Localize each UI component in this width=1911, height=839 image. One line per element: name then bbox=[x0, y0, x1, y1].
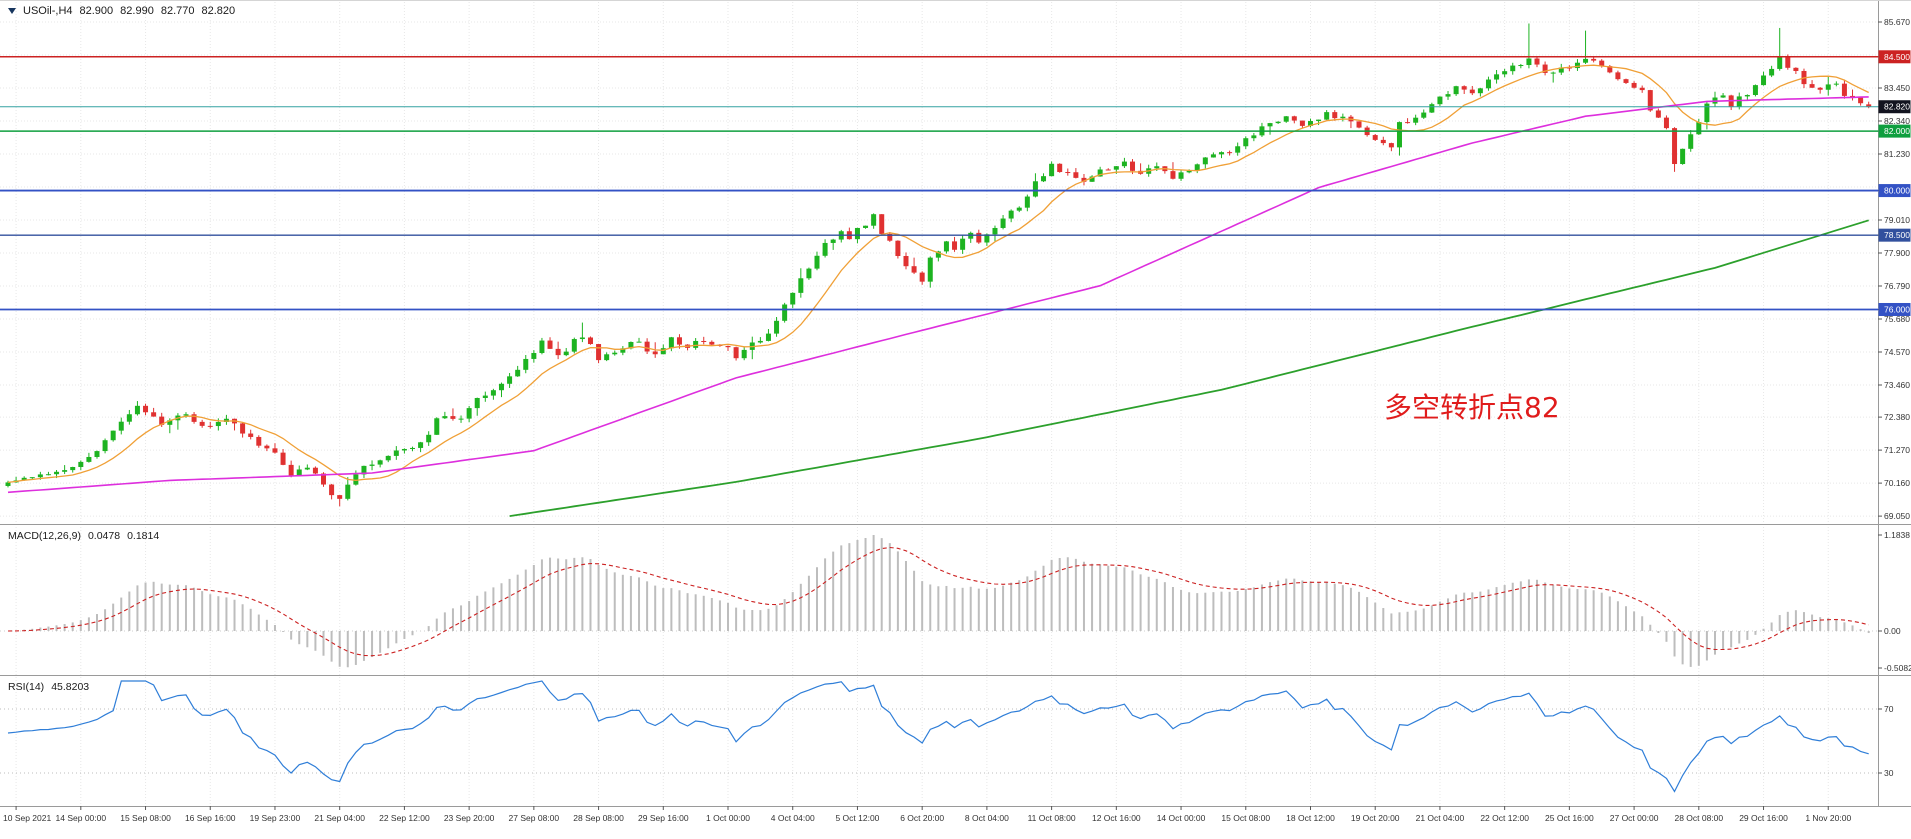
svg-text:82.340: 82.340 bbox=[1884, 116, 1910, 126]
rsi-name: RSI(14) bbox=[8, 681, 45, 693]
svg-text:15 Oct 08:00: 15 Oct 08:00 bbox=[1221, 813, 1270, 823]
svg-text:74.570: 74.570 bbox=[1884, 347, 1910, 357]
svg-text:23 Sep 20:00: 23 Sep 20:00 bbox=[444, 813, 495, 823]
svg-text:8 Oct 04:00: 8 Oct 04:00 bbox=[965, 813, 1009, 823]
macd-histogram bbox=[15, 535, 1870, 668]
svg-text:22 Oct 12:00: 22 Oct 12:00 bbox=[1480, 813, 1529, 823]
svg-text:12 Oct 16:00: 12 Oct 16:00 bbox=[1092, 813, 1141, 823]
svg-text:80.000: 80.000 bbox=[1884, 186, 1910, 196]
price-axis-labels bbox=[1878, 21, 1882, 517]
svg-text:21 Oct 04:00: 21 Oct 04:00 bbox=[1416, 813, 1465, 823]
rsi-indicator-label: RSI(14) 45.8203 bbox=[8, 681, 89, 693]
svg-text:14 Oct 00:00: 14 Oct 00:00 bbox=[1157, 813, 1206, 823]
macd-name: MACD(12,26,9) bbox=[8, 530, 81, 542]
svg-text:28 Sep 08:00: 28 Sep 08:00 bbox=[573, 813, 624, 823]
svg-text:30: 30 bbox=[1884, 768, 1894, 778]
svg-text:27 Oct 00:00: 27 Oct 00:00 bbox=[1610, 813, 1659, 823]
svg-text:77.900: 77.900 bbox=[1884, 248, 1910, 258]
svg-text:14 Sep 00:00: 14 Sep 00:00 bbox=[56, 813, 107, 823]
svg-text:0.00: 0.00 bbox=[1884, 626, 1901, 636]
svg-text:-0.5082: -0.5082 bbox=[1884, 663, 1911, 673]
svg-text:5 Oct 12:00: 5 Oct 12:00 bbox=[835, 813, 879, 823]
chart-shift-marker-icon[interactable] bbox=[8, 8, 16, 14]
svg-text:83.450: 83.450 bbox=[1884, 83, 1910, 93]
svg-text:81.230: 81.230 bbox=[1884, 149, 1910, 159]
svg-text:27 Sep 08:00: 27 Sep 08:00 bbox=[509, 813, 560, 823]
svg-text:69.050: 69.050 bbox=[1884, 511, 1910, 521]
svg-text:75.680: 75.680 bbox=[1884, 314, 1910, 324]
price-axis[interactable] bbox=[1878, 0, 1911, 806]
svg-text:29 Sep 16:00: 29 Sep 16:00 bbox=[638, 813, 689, 823]
time-axis-labels bbox=[15, 806, 1829, 810]
chart-symbol-period: USOil-,H4 bbox=[23, 5, 73, 17]
svg-text:25 Oct 16:00: 25 Oct 16:00 bbox=[1545, 813, 1594, 823]
svg-text:76.000: 76.000 bbox=[1884, 304, 1910, 314]
svg-text:19 Sep 23:00: 19 Sep 23:00 bbox=[250, 813, 301, 823]
svg-text:78.500: 78.500 bbox=[1884, 230, 1910, 240]
macd-indicator-label: MACD(12,26,9) 0.0478 0.1814 bbox=[8, 530, 159, 542]
svg-text:29 Oct 16:00: 29 Oct 16:00 bbox=[1739, 813, 1788, 823]
rsi-value: 45.8203 bbox=[51, 681, 90, 693]
svg-text:72.380: 72.380 bbox=[1884, 412, 1910, 422]
svg-text:84.500: 84.500 bbox=[1884, 52, 1910, 62]
ohlc-open: 82.900 bbox=[79, 5, 114, 17]
svg-text:70: 70 bbox=[1884, 704, 1894, 714]
svg-text:11 Oct 08:00: 11 Oct 08:00 bbox=[1028, 813, 1076, 823]
svg-text:18 Oct 12:00: 18 Oct 12:00 bbox=[1286, 813, 1335, 823]
time-axis[interactable] bbox=[0, 806, 1911, 839]
svg-text:71.270: 71.270 bbox=[1884, 445, 1910, 455]
candlesticks bbox=[5, 23, 1872, 507]
svg-text:28 Oct 08:00: 28 Oct 08:00 bbox=[1674, 813, 1723, 823]
svg-text:22 Sep 12:00: 22 Sep 12:00 bbox=[379, 813, 430, 823]
svg-text:16 Sep 16:00: 16 Sep 16:00 bbox=[185, 813, 236, 823]
svg-text:19 Oct 20:00: 19 Oct 20:00 bbox=[1351, 813, 1400, 823]
svg-text:76.790: 76.790 bbox=[1884, 281, 1910, 291]
svg-text:6 Oct 20:00: 6 Oct 20:00 bbox=[900, 813, 944, 823]
macd-value-main: 0.0478 bbox=[87, 530, 121, 542]
svg-text:1.1838: 1.1838 bbox=[1884, 530, 1910, 540]
svg-text:1 Oct 00:00: 1 Oct 00:00 bbox=[706, 813, 750, 823]
ohlc-close: 82.820 bbox=[201, 5, 236, 17]
svg-text:4 Oct 04:00: 4 Oct 04:00 bbox=[771, 813, 815, 823]
svg-text:70.160: 70.160 bbox=[1884, 478, 1910, 488]
svg-text:85.670: 85.670 bbox=[1884, 17, 1910, 27]
svg-text:21 Sep 04:00: 21 Sep 04:00 bbox=[314, 813, 365, 823]
chart-title: USOil-,H4 82.900 82.990 82.770 82.820 bbox=[8, 5, 235, 17]
svg-text:1 Nov 20:00: 1 Nov 20:00 bbox=[1805, 813, 1851, 823]
svg-text:10 Sep 2021: 10 Sep 2021 bbox=[3, 813, 51, 823]
ohlc-low: 82.770 bbox=[160, 5, 195, 17]
svg-text:15 Sep 08:00: 15 Sep 08:00 bbox=[120, 813, 171, 823]
svg-text:73.460: 73.460 bbox=[1884, 380, 1910, 390]
svg-text:82.820: 82.820 bbox=[1884, 102, 1910, 112]
svg-text:82.000: 82.000 bbox=[1884, 126, 1910, 136]
ohlc-high: 82.990 bbox=[120, 5, 154, 17]
annotation-text: 多空转折点82 bbox=[1384, 391, 1560, 424]
macd-value-signal: 0.1814 bbox=[127, 530, 160, 542]
svg-text:79.010: 79.010 bbox=[1884, 215, 1910, 225]
